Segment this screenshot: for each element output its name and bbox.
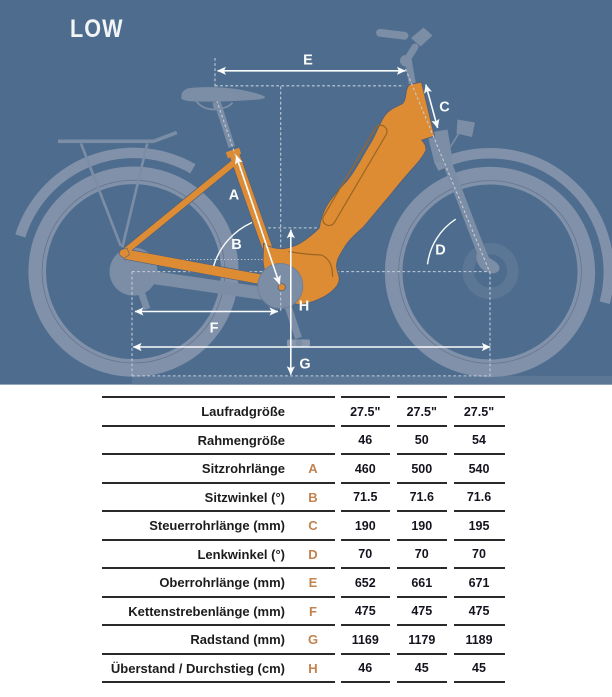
svg-text:F: F [210,321,219,337]
svg-text:H: H [299,299,309,315]
svg-text:C: C [439,100,450,116]
svg-text:D: D [435,242,445,258]
svg-text:E: E [303,52,313,68]
svg-text:A: A [229,188,240,204]
svg-text:B: B [231,237,241,253]
svg-text:G: G [299,357,310,373]
